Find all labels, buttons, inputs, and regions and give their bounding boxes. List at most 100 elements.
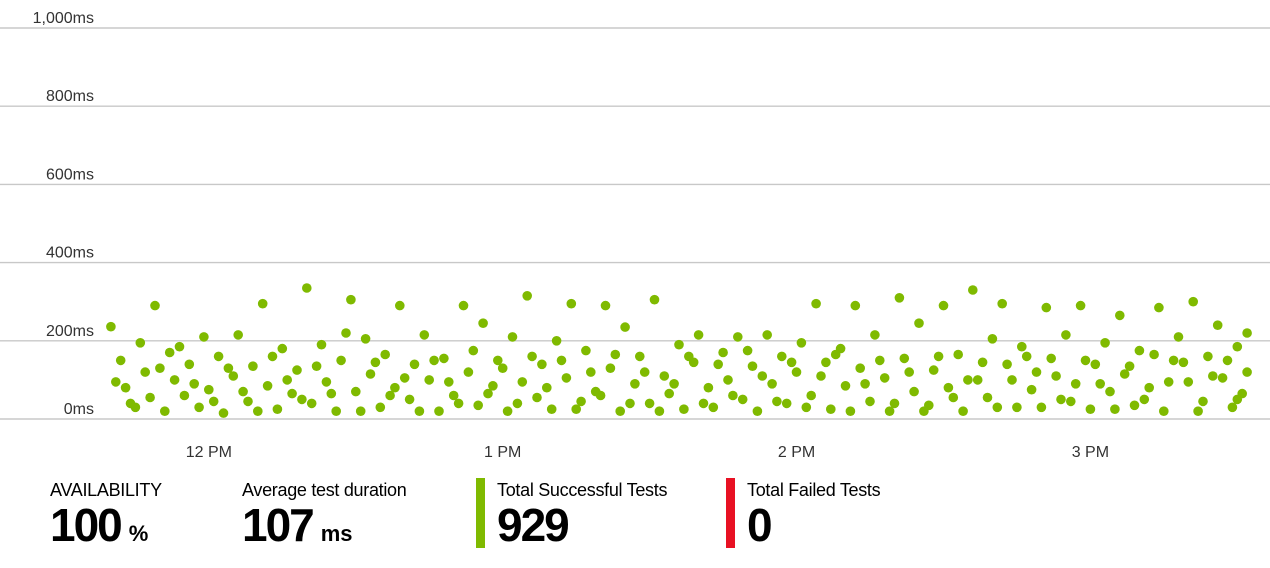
scatter-point: [635, 351, 645, 362]
scatter-point: [277, 343, 288, 354]
scatter-point: [1051, 371, 1061, 381]
scatter-point: [963, 375, 973, 385]
y-axis-ticks: 0ms 200ms 400ms 600ms 800ms 1,000ms: [33, 10, 94, 418]
scatter-point: [380, 349, 391, 360]
scatter-point: [1110, 404, 1120, 415]
scatter-point: [703, 382, 714, 393]
failed-tests-label: Total Failed Tests: [747, 480, 881, 500]
scatter-point: [860, 379, 870, 389]
scatter-point: [904, 367, 914, 377]
scatter-point: [708, 402, 719, 413]
scatter-point: [1115, 310, 1125, 321]
scatter-point: [977, 357, 988, 368]
scatter-point: [1242, 328, 1252, 338]
scatter-point: [306, 398, 317, 409]
scatter-point: [664, 388, 674, 399]
y-tick-label: 600ms: [46, 166, 94, 183]
scatter-point: [463, 367, 474, 377]
scatter-point: [120, 382, 131, 393]
scatter-point: [419, 330, 430, 340]
successful-tests-label: Total Successful Tests: [497, 480, 668, 500]
scatter-point: [522, 291, 532, 301]
failed-color-bar: [726, 478, 735, 548]
scatter-point: [453, 398, 464, 409]
scatter-point: [693, 330, 704, 340]
scatter-point: [1208, 371, 1218, 381]
scatter-point: [336, 355, 346, 366]
avg-duration-label: Average test duration: [242, 480, 407, 500]
scatter-point: [737, 394, 748, 405]
scatter-point: [1105, 386, 1115, 397]
scatter-point: [1046, 353, 1056, 364]
availability-value: 100%: [50, 500, 162, 559]
scatter-point: [223, 363, 234, 374]
y-tick-label: 400ms: [46, 245, 94, 262]
scatter-point: [390, 382, 400, 393]
failed-tests-value: 0: [747, 499, 773, 551]
scatter-point: [468, 345, 479, 356]
scatter-point: [458, 300, 469, 311]
scatter-point: [355, 406, 366, 417]
scatter-point: [1002, 359, 1012, 370]
scatter-point: [698, 398, 709, 409]
availability-number: 100: [50, 499, 123, 551]
scatter-point: [982, 392, 993, 403]
scatter-point: [781, 398, 792, 409]
scatter-point: [130, 402, 141, 413]
avg-duration-value: 107 ms: [242, 500, 406, 559]
scatter-point: [204, 384, 214, 395]
availability-label: AVAILABILITY: [50, 480, 162, 500]
scatter-point: [840, 381, 851, 391]
y-tick-label: 1,000ms: [33, 10, 94, 27]
scatter-point: [933, 351, 944, 362]
scatter-point: [1017, 341, 1027, 352]
scatter-point: [1163, 377, 1174, 387]
scatter-point: [1203, 351, 1213, 362]
scatter-point: [1154, 302, 1164, 313]
scatter-point: [571, 404, 581, 415]
scatter-point: [772, 396, 782, 407]
scatter-point: [243, 396, 253, 407]
scatter-point: [855, 363, 865, 374]
scatter-point: [928, 365, 939, 375]
scatter-point: [801, 402, 812, 413]
scatter-point: [1090, 359, 1101, 370]
scatter-point: [821, 357, 831, 368]
scatter-point: [679, 404, 689, 415]
scatter-point: [424, 375, 435, 385]
scatter-point: [311, 361, 322, 372]
scatter-point: [1031, 367, 1042, 377]
scatter-point: [914, 318, 924, 329]
scatter-point: [1144, 382, 1154, 393]
scatter-point: [208, 396, 219, 407]
scatter-point: [145, 392, 155, 403]
scatter-point: [267, 351, 278, 362]
scatter-point: [752, 406, 763, 417]
scatter-point: [448, 390, 459, 401]
scatter-point: [1119, 369, 1130, 379]
scatter-point: [938, 300, 949, 311]
scatter-point: [385, 390, 395, 401]
scatter-point: [248, 361, 258, 372]
scatter-point: [1242, 367, 1252, 377]
scatter-point: [346, 294, 356, 305]
scatter-point: [762, 330, 772, 340]
scatter-point: [233, 330, 243, 340]
metrics-summary: AVAILABILITY 100% Average test duration …: [0, 470, 1270, 568]
avg-duration-metric: Average test duration 107 ms: [242, 480, 407, 559]
scatter-point: [968, 285, 978, 295]
scatter-point: [370, 357, 381, 368]
scatter-point: [791, 367, 802, 377]
scatter-point: [257, 298, 268, 309]
scatter-point: [728, 390, 738, 401]
scatter-point: [875, 355, 885, 366]
scatter-point: [321, 377, 332, 387]
x-tick-label: 1 PM: [484, 444, 521, 461]
availability-unit: %: [128, 521, 149, 546]
scatter-point: [556, 355, 567, 366]
scatter-point: [404, 394, 415, 405]
scatter-point: [1173, 332, 1184, 342]
scatter-point: [581, 345, 591, 356]
scatter-point: [1139, 394, 1150, 405]
scatter-point: [488, 381, 498, 391]
